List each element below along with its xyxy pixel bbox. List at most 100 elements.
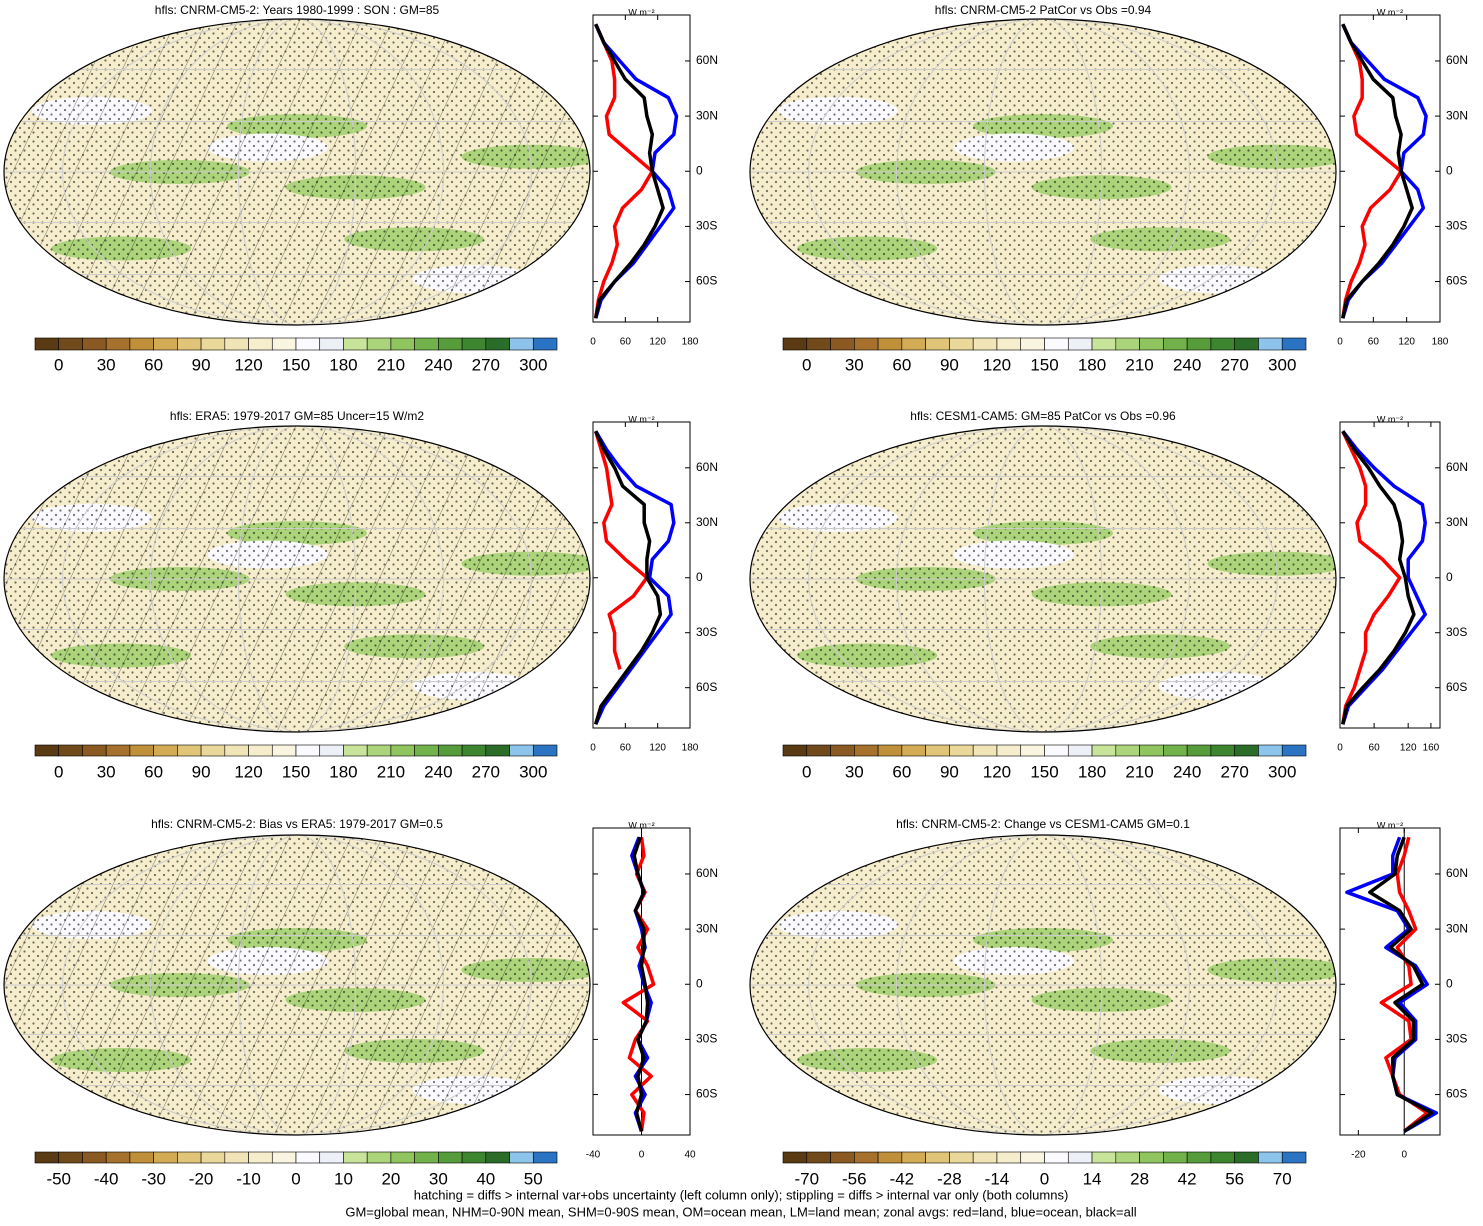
colorbar-box <box>1115 1151 1140 1164</box>
x-tick-label: 120 <box>1398 337 1415 348</box>
colorbar-box <box>485 337 510 351</box>
x-tick-label: 0 <box>1337 743 1343 754</box>
zonal-unit: W m⁻² <box>628 7 654 17</box>
colorbar-box <box>1258 1151 1283 1164</box>
x-tick-label: 0 <box>590 337 596 348</box>
y-tick-label: 60N <box>1446 460 1468 474</box>
y-tick-label: 60S <box>696 680 717 694</box>
colorbar-label: 42 <box>1178 1169 1197 1188</box>
y-tick-label: 30S <box>696 219 717 233</box>
colorbar-label: 180 <box>1078 762 1106 781</box>
zonal-unit: W m⁻² <box>1377 820 1403 830</box>
colorbar-box <box>105 337 131 351</box>
x-tick-label: 120 <box>649 337 666 348</box>
colorbar-box <box>996 1151 1022 1164</box>
colorbar-box <box>248 744 273 757</box>
colorbar-box <box>224 1151 249 1164</box>
colorbar-box <box>806 337 831 351</box>
map-title: hfls: CNRM-CM5-2 PatCor vs Obs =0.94 <box>935 3 1152 17</box>
colorbar-box <box>509 337 534 351</box>
colorbar-box <box>248 337 273 351</box>
colorbar-label: 120 <box>983 762 1011 781</box>
colorbar-box <box>1020 744 1045 757</box>
colorbar-label: -50 <box>46 1169 71 1188</box>
colorbar-label: 120 <box>983 355 1011 374</box>
y-tick-label: 30N <box>1446 108 1468 122</box>
colorbar-label: 30 <box>845 355 864 374</box>
colorbar-box <box>295 744 321 757</box>
colorbar-box <box>996 744 1022 757</box>
y-tick-label: 0 <box>696 163 703 177</box>
colorbar-label: 10 <box>334 1169 353 1188</box>
map <box>4 426 590 732</box>
colorbar-box <box>1067 337 1093 351</box>
x-tick-label: 120 <box>649 743 666 754</box>
colorbar-box <box>949 1151 974 1164</box>
map-outline <box>3 425 591 733</box>
colorbar-label: -40 <box>94 1169 119 1188</box>
colorbar-box <box>200 337 226 351</box>
colorbar-box <box>509 744 534 757</box>
colorbar-box <box>366 744 392 757</box>
zonal-unit: W m⁻² <box>1377 7 1403 17</box>
colorbar-box <box>1115 337 1140 351</box>
colorbar-box <box>1234 1151 1259 1164</box>
colorbar-label: 180 <box>329 762 357 781</box>
colorbar-box <box>1163 1151 1188 1164</box>
colorbar-label: 60 <box>892 762 911 781</box>
colorbar-box <box>925 337 950 351</box>
y-tick-label: 60N <box>696 53 718 67</box>
map-title: hfls: CNRM-CM5-2: Change vs CESM1-CAM5 G… <box>896 817 1190 831</box>
colorbar-label: 0 <box>54 355 63 374</box>
colorbar-box <box>1139 337 1164 351</box>
graticule <box>983 19 1103 325</box>
colorbar-box <box>806 744 831 757</box>
colorbar-label: 240 <box>1173 355 1201 374</box>
map-title: hfls: ERA5: 1979-2017 GM=85 Uncer=15 W/m… <box>170 409 424 423</box>
colorbar-box <box>901 1151 926 1164</box>
x-tick-label: 160 <box>1423 743 1440 754</box>
y-tick-label: 30S <box>1446 219 1467 233</box>
y-tick-label: 0 <box>1446 163 1453 177</box>
note: hatching = diffs > internal var+obs unce… <box>414 1187 1069 1202</box>
colorbar-label: 50 <box>524 1169 543 1188</box>
colorbar-box <box>972 337 998 351</box>
colorbar-label: 0 <box>1040 1169 1049 1188</box>
colorbar-box <box>129 1151 154 1164</box>
colorbar-box <box>343 337 368 351</box>
graticule <box>808 835 1278 1135</box>
colorbar-label: 210 <box>377 355 405 374</box>
colorbar-box <box>461 744 487 757</box>
colorbar-label: 30 <box>429 1169 448 1188</box>
colorbar-box <box>854 1151 879 1164</box>
colorbar-box <box>949 744 974 757</box>
y-tick-label: 60S <box>1446 1087 1467 1101</box>
colorbar-box <box>414 744 439 757</box>
colorbar-label: 90 <box>940 762 959 781</box>
colorbar-box <box>782 1151 808 1164</box>
colorbar-box <box>129 744 154 757</box>
colorbar-box <box>319 744 344 757</box>
colorbar-box <box>248 1151 273 1164</box>
graticule <box>983 835 1103 1135</box>
map-outline <box>749 18 1337 326</box>
map-title: hfls: CNRM-CM5-2: Bias vs ERA5: 1979-201… <box>151 817 443 831</box>
graticule <box>62 426 532 732</box>
colorbar-box <box>830 1151 855 1164</box>
colorbar-box <box>58 744 83 757</box>
colorbar-box <box>877 1151 903 1164</box>
colorbar-label: 150 <box>1030 355 1058 374</box>
colorbar-box <box>1186 1151 1212 1164</box>
colorbar-box <box>1020 1151 1045 1164</box>
colorbar-box <box>271 744 297 757</box>
colorbar-box <box>901 744 926 757</box>
colorbar-box <box>1091 1151 1117 1164</box>
colorbar-box <box>1020 337 1045 351</box>
colorbar-box <box>949 337 974 351</box>
map <box>750 835 1336 1135</box>
x-tick-label: 0 <box>1401 1150 1407 1161</box>
x-tick-label: 40 <box>684 1150 696 1161</box>
colorbar-label: 70 <box>1273 1169 1292 1188</box>
colorbar-box <box>34 744 60 757</box>
map <box>4 19 590 325</box>
